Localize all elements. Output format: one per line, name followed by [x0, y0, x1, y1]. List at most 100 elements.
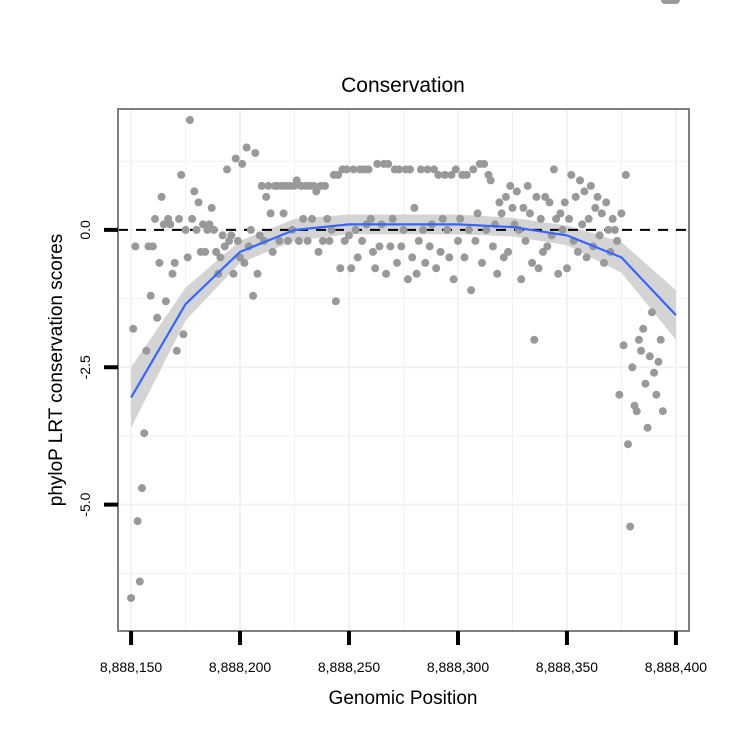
data-point — [255, 231, 264, 240]
data-point — [567, 170, 576, 179]
data-point — [558, 225, 567, 234]
data-point — [621, 170, 630, 179]
data-point — [434, 170, 443, 179]
data-point — [268, 247, 277, 256]
data-point — [185, 116, 194, 124]
data-point — [506, 181, 515, 190]
y-tick-label: -2.5 — [77, 355, 93, 379]
x-tick-label: 8,888,400 — [645, 659, 707, 675]
data-point — [604, 225, 613, 234]
scatter-points — [127, 0, 680, 602]
data-point — [648, 308, 656, 317]
data-point — [532, 192, 541, 201]
x-tick-label: 8,888,150 — [100, 659, 162, 675]
data-point — [321, 181, 329, 190]
data-point — [148, 242, 157, 251]
data-point — [478, 258, 486, 267]
data-point — [565, 214, 574, 223]
data-point — [349, 165, 358, 174]
data-point — [242, 143, 251, 152]
data-point — [397, 242, 406, 251]
data-point — [499, 253, 508, 262]
data-point — [151, 214, 159, 223]
data-point — [216, 253, 225, 262]
data-point — [249, 291, 258, 300]
data-point — [626, 522, 635, 531]
data-point — [658, 407, 667, 416]
data-point — [201, 247, 210, 256]
data-point — [440, 170, 449, 179]
data-point — [467, 286, 476, 295]
data-point — [421, 258, 430, 267]
data-point — [138, 484, 146, 493]
data-point — [312, 187, 321, 196]
data-point — [541, 192, 550, 201]
data-point — [327, 225, 336, 234]
data-point — [373, 159, 382, 168]
data-point — [388, 214, 397, 223]
data-point — [449, 275, 458, 284]
x-tick-label: 8,888,300 — [427, 659, 489, 675]
data-point — [473, 209, 482, 218]
data-point — [552, 214, 561, 223]
data-point — [656, 335, 665, 344]
data-point — [384, 159, 393, 168]
data-point — [331, 297, 340, 306]
data-point — [591, 203, 600, 212]
data-point — [170, 258, 179, 267]
data-point — [536, 214, 545, 223]
data-point — [641, 379, 650, 388]
data-point — [582, 253, 591, 262]
data-point — [251, 149, 260, 157]
loess-fit-curve — [130, 223, 677, 399]
data-point — [595, 231, 604, 240]
data-point — [576, 176, 584, 185]
data-point — [549, 165, 558, 174]
data-point — [358, 236, 367, 245]
data-point — [416, 165, 425, 174]
data-point — [584, 214, 593, 223]
data-point — [617, 209, 626, 218]
data-point — [168, 269, 177, 278]
data-point — [624, 440, 632, 449]
data-point — [414, 236, 423, 245]
data-point — [236, 253, 244, 262]
data-point — [153, 313, 162, 322]
data-point — [157, 192, 166, 201]
data-point — [406, 165, 414, 174]
data-point — [393, 258, 401, 267]
data-point — [571, 192, 580, 201]
data-point — [342, 165, 351, 174]
data-point — [318, 236, 327, 245]
data-point — [578, 220, 587, 229]
data-point — [464, 225, 473, 234]
data-point — [501, 192, 510, 201]
data-point — [366, 214, 375, 223]
data-point — [314, 247, 323, 256]
data-point — [482, 225, 491, 234]
data-point — [238, 159, 247, 168]
data-point — [375, 242, 384, 251]
data-point — [530, 335, 539, 344]
plot-panel-border — [117, 108, 690, 632]
data-point — [539, 247, 547, 256]
data-point — [181, 225, 190, 234]
data-point — [299, 214, 308, 223]
data-point — [480, 159, 489, 168]
data-point — [488, 242, 497, 251]
data-point — [183, 253, 192, 262]
data-point — [425, 242, 434, 251]
data-point — [419, 225, 428, 234]
data-point — [233, 236, 242, 245]
x-tick-label: 8,888,350 — [536, 659, 598, 675]
data-point — [436, 247, 445, 256]
data-point — [142, 346, 151, 355]
data-point — [371, 264, 380, 273]
data-point — [652, 390, 661, 399]
data-point — [246, 225, 255, 234]
data-point — [209, 225, 218, 234]
data-point — [275, 236, 284, 245]
data-point — [528, 258, 537, 267]
